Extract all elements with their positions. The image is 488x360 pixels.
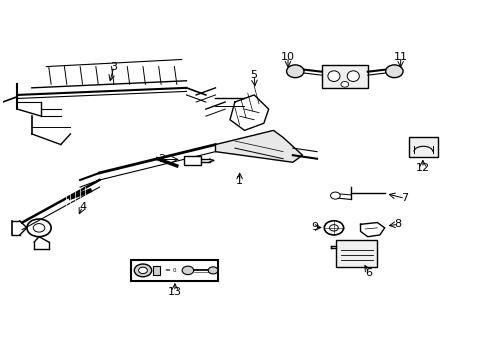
Text: 0: 0 xyxy=(172,268,176,273)
Bar xyxy=(321,65,367,88)
Text: 4: 4 xyxy=(79,202,86,212)
Circle shape xyxy=(208,267,218,274)
Circle shape xyxy=(324,221,343,235)
Circle shape xyxy=(330,192,340,199)
Bar xyxy=(131,260,218,281)
Bar xyxy=(408,138,437,157)
Circle shape xyxy=(138,267,147,274)
Circle shape xyxy=(134,264,151,277)
Bar xyxy=(152,266,160,275)
Text: 1: 1 xyxy=(236,176,243,186)
Text: 2: 2 xyxy=(158,154,164,165)
Circle shape xyxy=(329,225,338,231)
Text: =: = xyxy=(164,267,170,273)
Ellipse shape xyxy=(346,71,359,81)
Circle shape xyxy=(286,65,304,78)
Text: 3: 3 xyxy=(110,62,117,72)
Text: 12: 12 xyxy=(415,163,429,173)
Ellipse shape xyxy=(327,71,339,81)
Text: 6: 6 xyxy=(365,268,372,278)
Text: 7: 7 xyxy=(401,193,408,203)
Text: 8: 8 xyxy=(394,219,401,229)
Text: 11: 11 xyxy=(393,51,407,62)
Circle shape xyxy=(182,266,193,275)
Text: 13: 13 xyxy=(167,287,182,297)
Circle shape xyxy=(340,81,348,87)
Text: 10: 10 xyxy=(281,51,294,62)
Polygon shape xyxy=(215,130,302,162)
Text: 5: 5 xyxy=(250,71,257,80)
Text: 9: 9 xyxy=(310,222,318,233)
Bar xyxy=(336,240,377,267)
Bar xyxy=(183,156,201,165)
Circle shape xyxy=(385,65,402,78)
